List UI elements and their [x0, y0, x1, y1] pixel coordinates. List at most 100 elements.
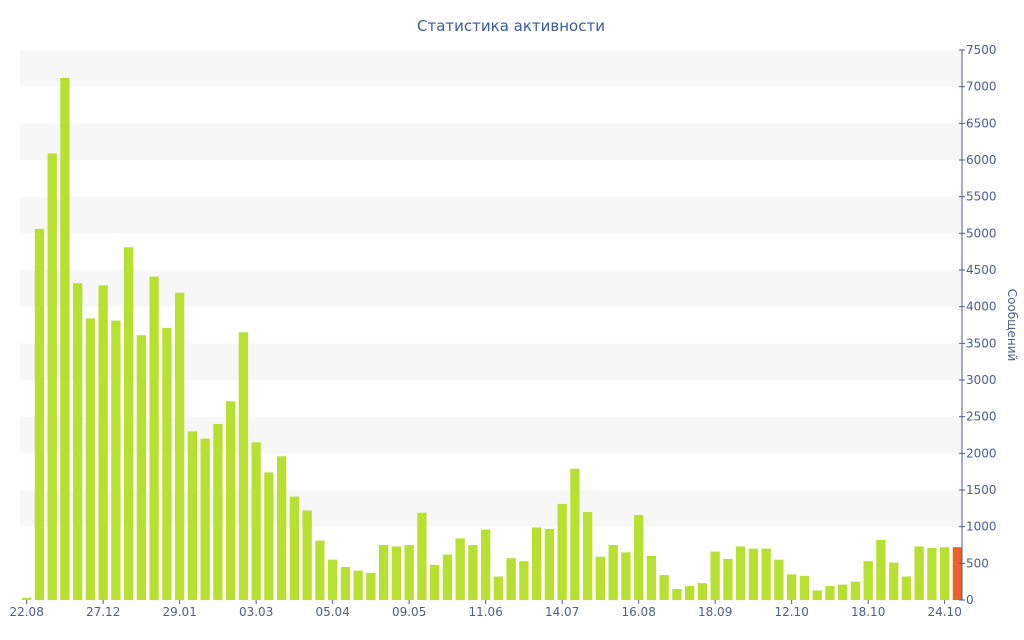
bar[interactable] [136, 335, 147, 600]
bar[interactable] [289, 496, 300, 600]
y-tick-label: 500 [966, 556, 989, 570]
bar[interactable] [430, 564, 440, 600]
x-tick-label: 09.05 [392, 605, 426, 619]
y-axis-ticks: 0 500 1000 1500 2000 2500 3000 3500 4000 4500 5000… [959, 43, 997, 607]
bar[interactable] [940, 547, 950, 600]
y-tick-label: 2000 [966, 446, 997, 460]
y-tick-label: 5000 [966, 226, 997, 240]
bar[interactable] [799, 575, 810, 600]
bar[interactable] [621, 552, 631, 600]
bar[interactable] [47, 153, 57, 600]
bar[interactable] [876, 539, 886, 600]
bar[interactable] [251, 442, 261, 600]
bar[interactable] [315, 540, 325, 600]
bar[interactable] [493, 576, 504, 600]
bar[interactable] [850, 581, 861, 600]
bar[interactable] [863, 561, 873, 600]
x-tick-label: 05.04 [315, 605, 349, 619]
bar[interactable] [825, 586, 835, 600]
bar[interactable] [557, 503, 567, 600]
bar[interactable] [22, 597, 32, 600]
y-tick-label: 4000 [966, 300, 997, 314]
bar[interactable] [455, 538, 465, 600]
y-tick-label: 6000 [966, 153, 997, 167]
x-tick-label: 12.10 [774, 605, 808, 619]
bar[interactable] [952, 547, 963, 600]
bar[interactable] [98, 285, 108, 600]
bar[interactable] [787, 574, 797, 600]
x-tick-label: 18.10 [851, 605, 885, 619]
bar[interactable] [111, 320, 121, 600]
bar[interactable] [302, 510, 312, 600]
bar[interactable] [404, 545, 414, 600]
bar[interactable] [264, 472, 274, 600]
bar[interactable] [544, 528, 555, 600]
bar[interactable] [85, 318, 96, 600]
bar[interactable] [162, 327, 172, 600]
bar[interactable] [812, 590, 822, 600]
bar[interactable] [774, 559, 784, 600]
bar[interactable] [723, 558, 733, 600]
y-tick-label: 3000 [966, 373, 997, 387]
bar[interactable] [659, 575, 669, 600]
bar[interactable] [519, 561, 529, 600]
y-tick-label: 4500 [966, 263, 997, 277]
x-tick-label: 24.10 [927, 605, 961, 619]
bar[interactable] [646, 556, 657, 600]
y-tick-label: 6500 [966, 116, 997, 130]
bar[interactable] [710, 551, 720, 600]
y-tick-label: 0 [966, 593, 974, 607]
grid-band [20, 270, 962, 307]
bar[interactable] [595, 556, 606, 600]
bar[interactable] [238, 332, 249, 600]
bar[interactable] [697, 583, 708, 600]
y-axis-label: Сообщений [1005, 289, 1019, 362]
bar[interactable] [889, 562, 899, 600]
bar[interactable] [213, 424, 223, 600]
bar[interactable] [34, 228, 45, 600]
bar[interactable] [353, 570, 363, 600]
bar[interactable] [634, 514, 644, 600]
bar[interactable] [583, 512, 593, 600]
bar[interactable] [748, 548, 759, 600]
bar[interactable] [532, 527, 542, 600]
bar[interactable] [175, 292, 185, 600]
bar[interactable] [379, 545, 389, 600]
x-axis-ticks: 22.08 27.12 29.01 03.03 05.04 09.05 11.06 14.07… [9, 600, 962, 619]
grid-band [20, 196, 962, 234]
bar[interactable] [73, 283, 83, 600]
bar[interactable] [149, 276, 159, 600]
x-tick-label: 11.06 [468, 605, 502, 619]
bar[interactable] [736, 546, 746, 600]
bar[interactable] [914, 546, 924, 600]
bar[interactable] [187, 431, 198, 600]
bar[interactable] [200, 438, 210, 600]
bar[interactable] [761, 548, 771, 600]
x-tick-label: 03.03 [239, 605, 273, 619]
x-tick-label: 18.09 [698, 605, 732, 619]
bar[interactable] [468, 545, 478, 600]
bar[interactable] [927, 547, 937, 600]
bar[interactable] [391, 546, 402, 600]
bar[interactable] [901, 576, 912, 600]
bar[interactable] [417, 512, 427, 600]
bar[interactable] [328, 559, 338, 600]
chart-title: Статистика активности [417, 17, 605, 35]
bar[interactable] [481, 529, 491, 600]
bar[interactable] [506, 558, 516, 600]
bar[interactable] [685, 586, 695, 600]
grid-band [20, 490, 962, 527]
bar[interactable] [838, 584, 848, 600]
bar[interactable] [277, 456, 287, 600]
bar[interactable] [672, 589, 682, 600]
bar[interactable] [366, 572, 376, 600]
bar[interactable] [340, 567, 351, 600]
bar[interactable] [124, 247, 134, 600]
bar[interactable] [442, 554, 453, 600]
bar[interactable] [570, 468, 580, 600]
y-tick-label: 3500 [966, 336, 997, 350]
x-tick-label: 22.08 [9, 605, 43, 619]
bar[interactable] [60, 77, 70, 601]
bar[interactable] [608, 545, 618, 600]
bar[interactable] [226, 401, 236, 600]
